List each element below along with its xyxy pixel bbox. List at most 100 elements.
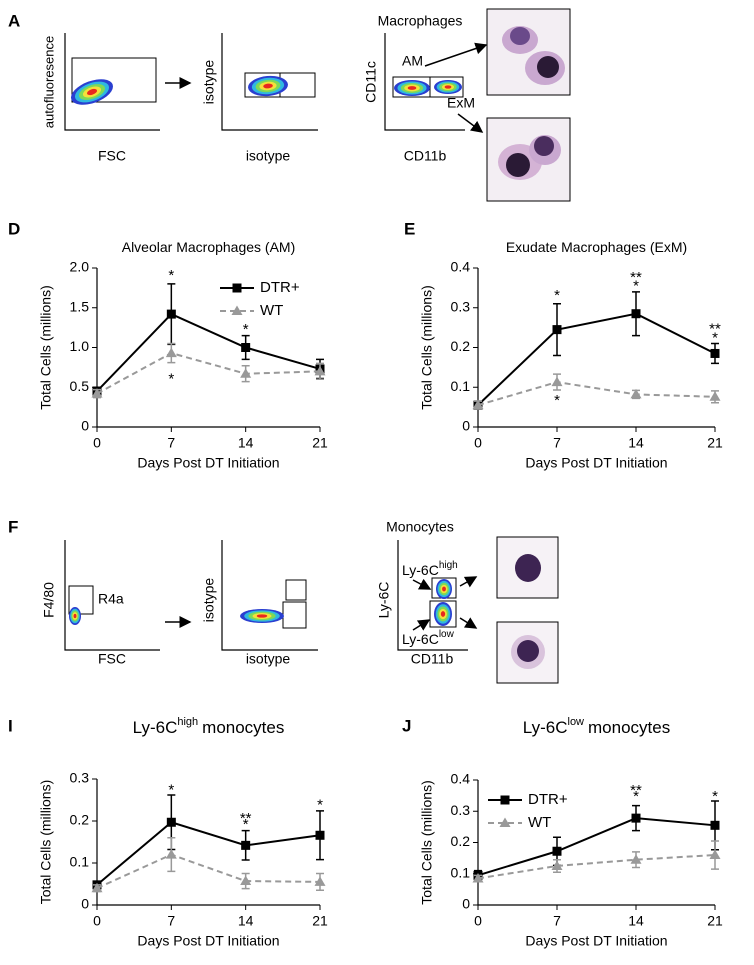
y-tick-label: 1.5 xyxy=(70,298,90,314)
density xyxy=(440,611,446,617)
y-axis-label: autofluoresence xyxy=(41,36,56,129)
gate xyxy=(282,601,307,629)
axes xyxy=(477,780,715,906)
x-axis-label: CD11b xyxy=(404,148,447,164)
marker xyxy=(552,325,562,335)
gate-label-sup: low xyxy=(439,629,455,640)
legend-label: WT xyxy=(528,814,551,831)
x-tick-label: 7 xyxy=(167,435,175,451)
panel-label: A xyxy=(8,11,20,30)
flow-title: Monocytes xyxy=(386,519,454,535)
y-tick-label: 2.0 xyxy=(70,259,90,275)
y-axis-label: F4/80 xyxy=(41,582,57,618)
density xyxy=(73,613,77,619)
nucleus xyxy=(534,136,554,156)
annotation: ** xyxy=(630,782,642,799)
y-tick-label: 0.2 xyxy=(451,833,471,849)
annotation: * xyxy=(633,788,639,805)
marker xyxy=(551,860,563,870)
gate-label: R4a xyxy=(98,591,124,607)
marker xyxy=(240,875,252,886)
density xyxy=(86,88,98,96)
title-sup: high xyxy=(177,716,198,728)
flow-axes xyxy=(384,33,465,131)
x-tick-label: 21 xyxy=(312,435,328,451)
y-tick-label: 0 xyxy=(462,418,470,434)
title-sup: low xyxy=(568,716,585,728)
y-tick-label: 0.2 xyxy=(451,338,471,354)
x-tick-label: 0 xyxy=(474,435,482,451)
panel-label: F xyxy=(8,517,18,536)
arrow xyxy=(459,617,478,629)
annotation: * xyxy=(168,370,174,387)
y-tick-label: 0.5 xyxy=(70,378,90,394)
title-suffix: monocytes xyxy=(202,718,284,737)
gate xyxy=(68,585,94,615)
density xyxy=(444,85,452,89)
x-tick-label: 21 xyxy=(707,435,723,451)
flow-axes xyxy=(64,33,160,131)
x-tick-label: 21 xyxy=(312,913,328,929)
annotation: ** xyxy=(630,269,642,286)
marker xyxy=(91,388,103,398)
annotation: ** xyxy=(709,321,721,338)
series-line xyxy=(477,312,716,406)
series-line xyxy=(477,817,716,877)
arrow xyxy=(457,113,484,133)
nucleus xyxy=(537,56,559,78)
arrow xyxy=(412,619,431,631)
chart-title: Alveolar Macrophages (AM) xyxy=(122,239,296,255)
marker xyxy=(166,817,176,827)
axes xyxy=(96,779,320,906)
y-tick-label: 0.4 xyxy=(451,259,471,275)
flow-panel-a: autofluoresence FSC isotype isotype Macr… xyxy=(41,13,488,164)
legend-marker xyxy=(232,283,242,293)
gate-label: Ly-6Clow xyxy=(402,629,455,647)
legend-marker xyxy=(500,795,510,805)
series-line xyxy=(96,821,321,886)
title-text: Exudate Macrophages (ExM) xyxy=(506,239,687,255)
gate-label-text: Ly-6C xyxy=(402,631,439,647)
series-line xyxy=(477,854,716,880)
marker xyxy=(631,813,641,823)
title-text: Alveolar Macrophages (AM) xyxy=(122,239,296,255)
marker xyxy=(472,872,484,883)
series-line xyxy=(96,853,321,890)
x-axis-label: Days Post DT Initiation xyxy=(137,933,279,949)
chart-title: Ly-6Chigh monocytes xyxy=(133,716,285,738)
legend-label: DTR+ xyxy=(528,791,568,808)
arrow xyxy=(459,576,478,588)
marker xyxy=(241,343,251,352)
x-tick-label: 14 xyxy=(238,913,254,929)
flow-axes xyxy=(397,540,468,651)
density xyxy=(263,83,273,89)
marker xyxy=(631,309,641,319)
y-tick-label: 0 xyxy=(462,896,470,912)
y-axis-label: isotype xyxy=(201,60,217,105)
y-tick-label: 0.3 xyxy=(70,770,90,786)
y-tick-label: 0.1 xyxy=(70,854,90,870)
density xyxy=(256,614,268,618)
gate xyxy=(429,600,457,628)
y-tick-label: 0.3 xyxy=(451,298,471,314)
gate-label: AM xyxy=(402,53,423,69)
marker xyxy=(91,882,103,893)
flow-axes xyxy=(64,540,160,651)
x-tick-label: 7 xyxy=(553,913,561,929)
arrow xyxy=(424,42,488,67)
y-tick-label: 0 xyxy=(81,418,89,434)
annotation: * xyxy=(712,329,718,346)
nucleus xyxy=(515,554,541,582)
marker xyxy=(709,849,721,859)
title-suffix: monocytes xyxy=(588,718,670,737)
panel-label: E xyxy=(404,219,415,238)
x-axis-label: CD11b xyxy=(411,651,454,667)
x-tick-label: 14 xyxy=(628,913,644,929)
flow-axes xyxy=(221,33,318,131)
y-tick-label: 0.1 xyxy=(451,864,471,880)
marker xyxy=(630,388,642,399)
y-axis-label: Total Cells (millions) xyxy=(38,285,54,409)
nucleus xyxy=(510,27,530,45)
series-line xyxy=(477,381,716,407)
y-tick-label: 0.2 xyxy=(70,812,90,828)
